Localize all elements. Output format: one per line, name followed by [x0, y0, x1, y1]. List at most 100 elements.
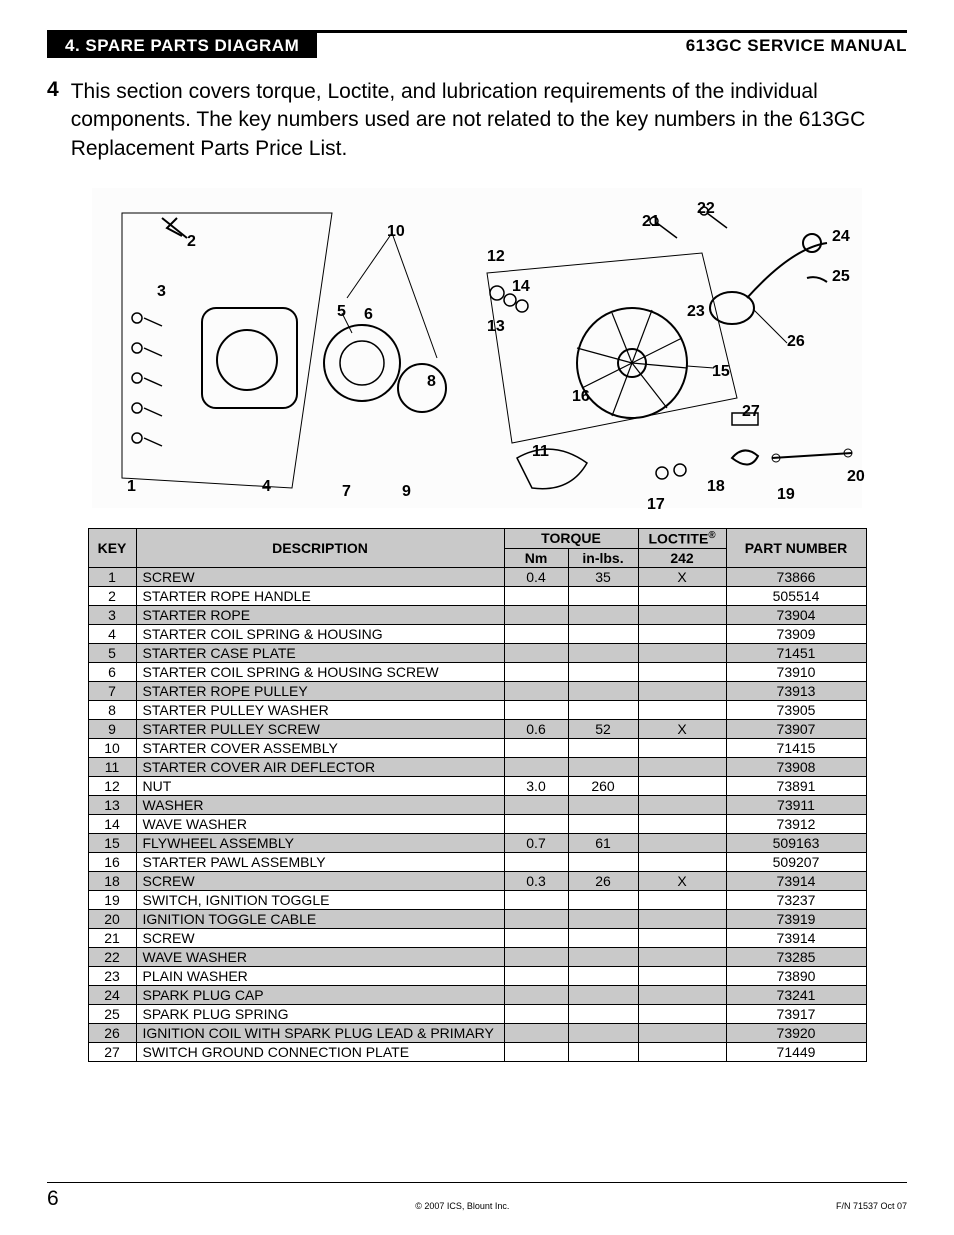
cell-pn: 71449 [726, 1042, 866, 1061]
cell-key: 10 [88, 738, 136, 757]
cell-key: 19 [88, 890, 136, 909]
cell-desc: SWITCH GROUND CONNECTION PLATE [136, 1042, 504, 1061]
cell-pn: 73909 [726, 624, 866, 643]
cell-nm [504, 700, 568, 719]
cell-pn: 73920 [726, 1023, 866, 1042]
cell-inlbs [568, 1023, 638, 1042]
cell-desc: STARTER CASE PLATE [136, 643, 504, 662]
cell-nm [504, 852, 568, 871]
cell-key: 1 [88, 567, 136, 586]
cell-loc [638, 586, 726, 605]
cell-inlbs [568, 947, 638, 966]
cell-loc [638, 814, 726, 833]
callout-9: 9 [402, 483, 411, 501]
cell-nm [504, 909, 568, 928]
cell-loc [638, 985, 726, 1004]
section-title: 4. SPARE PARTS DIAGRAM [47, 33, 317, 58]
cell-inlbs: 26 [568, 871, 638, 890]
cell-key: 9 [88, 719, 136, 738]
callout-27: 27 [742, 403, 760, 421]
col-description: DESCRIPTION [136, 529, 504, 568]
cell-key: 4 [88, 624, 136, 643]
table-row: 10STARTER COVER ASSEMBLY 71415 [88, 738, 866, 757]
cell-key: 18 [88, 871, 136, 890]
cell-pn: 73866 [726, 567, 866, 586]
table-row: 22WAVE WASHER73285 [88, 947, 866, 966]
cell-inlbs [568, 700, 638, 719]
callout-14: 14 [512, 278, 530, 296]
cell-inlbs [568, 1004, 638, 1023]
cell-pn: 73917 [726, 1004, 866, 1023]
cell-inlbs [568, 681, 638, 700]
cell-key: 15 [88, 833, 136, 852]
table-body: 1SCREW0.435X738662STARTER ROPE HANDLE505… [88, 567, 866, 1061]
cell-loc: X [638, 719, 726, 738]
cell-inlbs [568, 624, 638, 643]
cell-desc: SPARK PLUG SPRING [136, 1004, 504, 1023]
cell-nm [504, 738, 568, 757]
table-row: 19SWITCH, IGNITION TOGGLE73237 [88, 890, 866, 909]
cell-key: 7 [88, 681, 136, 700]
cell-loc [638, 928, 726, 947]
cell-nm [504, 814, 568, 833]
cell-loc [638, 947, 726, 966]
col-torque: TORQUE [504, 529, 638, 549]
cell-key: 6 [88, 662, 136, 681]
callout-1: 1 [127, 478, 136, 496]
cell-nm: 0.4 [504, 567, 568, 586]
cell-pn: 509207 [726, 852, 866, 871]
cell-desc: SCREW [136, 928, 504, 947]
col-key: KEY [88, 529, 136, 568]
cell-nm [504, 1042, 568, 1061]
header-bar: 4. SPARE PARTS DIAGRAM 613GC SERVICE MAN… [47, 30, 907, 58]
table-row: 18SCREW0.326X73914 [88, 871, 866, 890]
cell-nm [504, 947, 568, 966]
table-header: KEY DESCRIPTION TORQUE LOCTITE® PART NUM… [88, 529, 866, 568]
cell-desc: STARTER COVER ASSEMBLY [136, 738, 504, 757]
cell-loc [638, 966, 726, 985]
cell-pn: 73285 [726, 947, 866, 966]
cell-inlbs [568, 795, 638, 814]
cell-desc: STARTER ROPE PULLEY [136, 681, 504, 700]
cell-desc: NUT [136, 776, 504, 795]
cell-pn: 71415 [726, 738, 866, 757]
cell-pn: 509163 [726, 833, 866, 852]
callout-8: 8 [427, 373, 436, 391]
cell-desc: STARTER ROPE HANDLE [136, 586, 504, 605]
cell-pn: 505514 [726, 586, 866, 605]
cell-pn: 73241 [726, 985, 866, 1004]
cell-loc: X [638, 567, 726, 586]
cell-loc [638, 738, 726, 757]
table-row: 13WASHER73911 [88, 795, 866, 814]
table-row: 26IGNITION COIL WITH SPARK PLUG LEAD & P… [88, 1023, 866, 1042]
cell-inlbs [568, 928, 638, 947]
cell-inlbs [568, 966, 638, 985]
table-row: 11STARTER COVER AIR DEFLECTOR73908 [88, 757, 866, 776]
cell-inlbs [568, 757, 638, 776]
callout-17: 17 [647, 496, 665, 514]
callout-5: 5 [337, 303, 346, 321]
table-row: 6STARTER COIL SPRING & HOUSING SCREW7391… [88, 662, 866, 681]
diagram-placeholder: 1234567891011121314151617181920212223242… [92, 188, 862, 508]
callout-4: 4 [262, 478, 271, 496]
intro-row: 4 This section covers torque, Loctite, a… [47, 78, 907, 163]
copyright: © 2007 ICS, Blount Inc. [89, 1201, 836, 1211]
cell-nm [504, 757, 568, 776]
cell-desc: WAVE WASHER [136, 814, 504, 833]
col-loctite: LOCTITE® [638, 529, 726, 549]
cell-key: 20 [88, 909, 136, 928]
callout-2: 2 [187, 233, 196, 251]
cell-pn: 73911 [726, 795, 866, 814]
cell-inlbs: 35 [568, 567, 638, 586]
callout-6: 6 [364, 306, 373, 324]
cell-pn: 73891 [726, 776, 866, 795]
cell-loc [638, 852, 726, 871]
callout-13: 13 [487, 318, 505, 336]
manual-title: 613GC SERVICE MANUAL [686, 33, 907, 58]
cell-key: 2 [88, 586, 136, 605]
cell-key: 5 [88, 643, 136, 662]
cell-pn: 73914 [726, 871, 866, 890]
cell-nm [504, 985, 568, 1004]
callout-22: 22 [697, 200, 715, 218]
cell-key: 24 [88, 985, 136, 1004]
